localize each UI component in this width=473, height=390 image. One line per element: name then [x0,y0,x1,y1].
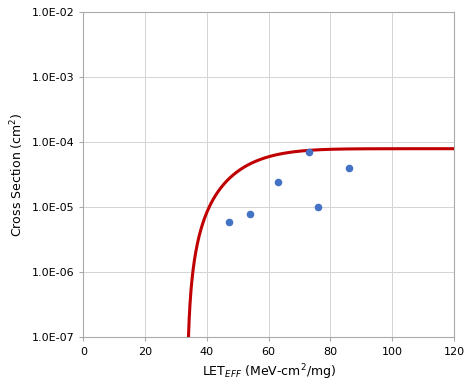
Point [305,149,313,156]
X-axis label: LET$_{EFF}$ (MeV-cm$^2$/mg): LET$_{EFF}$ (MeV-cm$^2$/mg) [201,362,336,382]
Point [345,165,353,171]
Point [274,179,282,185]
Y-axis label: Cross Section (cm$^2$): Cross Section (cm$^2$) [9,113,26,237]
Point [246,211,254,217]
Point [315,204,322,211]
Point [225,219,232,225]
